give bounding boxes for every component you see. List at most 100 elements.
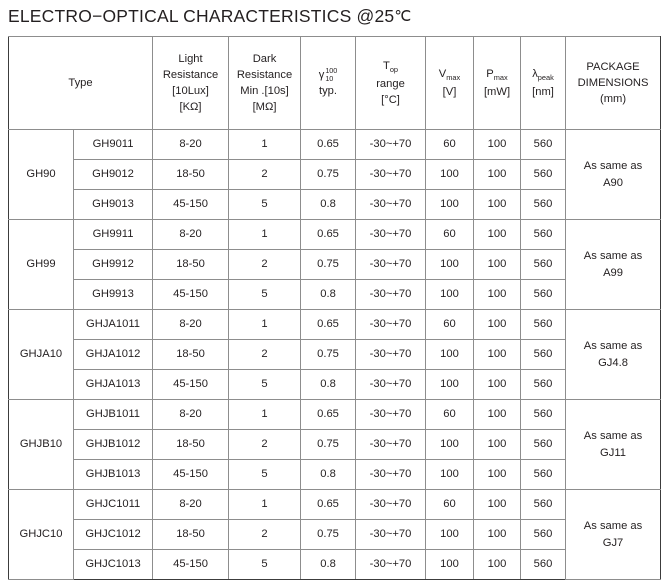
cell-model: GH9013: [72, 189, 154, 220]
group-name-cell: GHJB10: [8, 399, 74, 490]
cell-light-resistance: 8-20: [152, 129, 230, 160]
cell-dark-resistance: 1: [228, 309, 302, 340]
package-dimensions-line2: GJ7: [602, 536, 624, 549]
header-pmax-unit: [mW]: [483, 85, 511, 98]
electro-optical-characteristics-table: Type Light Resistance [10Lux] [KΩ] Dark …: [7, 36, 662, 580]
cell-light-resistance: 18-50: [152, 429, 230, 460]
table-row: GHJC1013 45-150 5 0.8 -30~+70 100 100 560: [9, 549, 661, 580]
cell-lambda-peak: 560: [520, 249, 567, 280]
cell-light-resistance: 45-150: [152, 549, 230, 580]
cell-vmax: 100: [425, 279, 475, 310]
cell-model: GHJC1013: [72, 549, 154, 580]
table-row: GHJA10 GHJA1011 8-20 1 0.65 -30~+70 60 100 560 As…: [8, 309, 662, 400]
table-row: GHJB1012 18-50 2 0.75 -30~+70 100 100 560: [9, 429, 661, 460]
package-dimensions-cell: As same as A90: [565, 129, 662, 220]
cell-top-range: -30~+70: [355, 129, 427, 160]
cell-vmax: 100: [425, 369, 475, 400]
cell-pmax: 100: [473, 369, 522, 400]
cell-model: GH9912: [72, 249, 154, 280]
cell-model: GH9011: [72, 129, 154, 160]
cell-top-range: -30~+70: [355, 549, 427, 580]
cell-lambda-peak: 560: [520, 459, 567, 490]
cell-gamma: 0.8: [300, 369, 357, 400]
header-vmax-symbol: V: [438, 68, 447, 81]
page-title: ELECTRO−OPTICAL CHARACTERISTICS @25℃: [8, 6, 411, 27]
table-row: GH9912 18-50 2 0.75 -30~+70 100 100 560: [9, 249, 661, 280]
cell-light-resistance: 45-150: [152, 189, 230, 220]
header-gamma-supsub: 100 10: [325, 67, 337, 82]
header-gamma-symbol: γ: [318, 68, 325, 81]
header-vmax-symbol-line: Vmax: [428, 66, 471, 84]
cell-vmax: 60: [425, 129, 475, 160]
cell-pmax: 100: [473, 399, 522, 430]
cell-light-resistance: 45-150: [152, 459, 230, 490]
cell-lambda-peak: 560: [520, 339, 567, 370]
cell-model: GHJA1012: [72, 339, 154, 370]
cell-vmax: 100: [425, 519, 475, 550]
degree-celsius-symbol: ℃: [394, 8, 412, 25]
header-light-resistance-line1: Light: [178, 52, 203, 65]
package-dimensions-cell: As same as GJ7: [565, 489, 662, 580]
cell-lambda-peak: 560: [520, 369, 567, 400]
cell-vmax: 60: [425, 399, 475, 430]
cell-lambda-peak: 560: [520, 189, 567, 220]
header-package-line1: PACKAGE: [586, 60, 640, 73]
header-pmax-subscript: max: [493, 73, 508, 83]
spec-table-container: Type Light Resistance [10Lux] [KΩ] Dark …: [7, 36, 662, 580]
cell-top-range: -30~+70: [355, 369, 427, 400]
package-dimensions-cell: As same as GJ4.8: [565, 309, 662, 400]
cell-pmax: 100: [473, 519, 522, 550]
cell-gamma: 0.75: [300, 249, 357, 280]
header-package-dimensions: PACKAGE DIMENSIONS (mm): [565, 36, 662, 130]
cell-dark-resistance: 1: [228, 219, 302, 250]
group-name-cell: GHJC10: [8, 489, 74, 580]
cell-model: GH9012: [72, 159, 154, 190]
cell-light-resistance: 45-150: [152, 279, 230, 310]
header-pmax: Pmax [mW]: [473, 36, 522, 130]
header-row: Type Light Resistance [10Lux] [KΩ] Dark …: [7, 36, 662, 130]
cell-pmax: 100: [473, 429, 522, 460]
header-dark-resistance-line2: Resistance: [236, 68, 293, 81]
header-dark-resistance-line1: Dark: [252, 52, 277, 65]
cell-lambda-peak: 560: [520, 399, 567, 430]
cell-vmax: 100: [425, 189, 475, 220]
package-dimensions-line1: As same as: [583, 340, 643, 353]
header-vmax: Vmax [V]: [425, 36, 475, 130]
cell-light-resistance: 8-20: [152, 489, 230, 520]
cell-vmax: 100: [425, 549, 475, 580]
cell-dark-resistance: 1: [228, 399, 302, 430]
cell-dark-resistance: 1: [228, 489, 302, 520]
cell-top-range: -30~+70: [355, 399, 427, 430]
cell-pmax: 100: [473, 459, 522, 490]
cell-top-range: -30~+70: [355, 159, 427, 190]
cell-vmax: 60: [425, 309, 475, 340]
header-lambda-subscript: peak: [537, 73, 554, 83]
cell-lambda-peak: 560: [520, 309, 567, 340]
cell-pmax: 100: [473, 159, 522, 190]
cell-model: GH9913: [72, 279, 154, 310]
cell-lambda-peak: 560: [520, 279, 567, 310]
table-row: GH90 GH9011 8-20 1 0.65 -30~+70 60 100 560 As sam…: [8, 129, 662, 220]
cell-pmax: 100: [473, 279, 522, 310]
cell-vmax: 60: [425, 219, 475, 250]
header-pmax-symbol-line: Pmax: [476, 66, 518, 84]
header-top-range: Top range [°C]: [355, 36, 427, 130]
table-row: GHJA1012 18-50 2 0.75 -30~+70 100 100 560: [9, 339, 661, 370]
cell-gamma: 0.65: [300, 219, 357, 250]
table-row: GH99 GH9911 8-20 1 0.65 -30~+70 60 100 560 As sam…: [8, 219, 662, 310]
cell-lambda-peak: 560: [520, 489, 567, 520]
cell-lambda-peak: 560: [520, 429, 567, 460]
cell-lambda-peak: 560: [520, 159, 567, 190]
cell-model: GHJA1011: [72, 309, 154, 340]
cell-model: GHJC1012: [72, 519, 154, 550]
group-name-cell: GH99: [8, 219, 74, 310]
header-gamma-note: typ.: [318, 85, 338, 97]
table-row: GH9012 18-50 2 0.75 -30~+70 100 100 560: [9, 159, 661, 190]
table-row: GHJB1013 45-150 5 0.8 -30~+70 100 100 560: [9, 459, 661, 490]
datasheet-page: ELECTRO−OPTICAL CHARACTERISTICS @25℃ Typ…: [7, 6, 662, 580]
cell-lambda-peak: 560: [520, 519, 567, 550]
cell-gamma: 0.65: [300, 129, 357, 160]
header-top-range-unit: [°C]: [381, 93, 400, 106]
package-dimensions-line1: As same as: [583, 250, 643, 263]
cell-light-resistance: 8-20: [152, 219, 230, 250]
